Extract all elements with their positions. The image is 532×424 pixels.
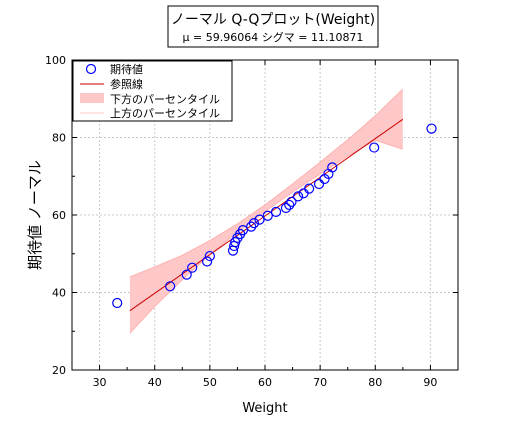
data-point [292,191,304,202]
data-point [280,202,292,214]
y-tick-label: 40 [52,287,66,300]
x-axis-label: Weight [242,401,287,416]
data-point [304,183,315,194]
data-point [187,262,198,273]
data-point [369,142,380,153]
data-point [202,256,213,267]
data-point [165,281,176,292]
x-tick-label: 80 [368,376,382,389]
legend-label-reference: 参照線 [110,77,143,91]
data-point [313,178,325,190]
data-point [237,225,249,236]
y-axis: 20 40 60 80 100 [45,54,458,377]
x-tick-label: 50 [203,376,217,389]
chart-title: ノーマル Q-Qプロット(Weight) [171,12,375,28]
data-point [327,162,338,173]
title-box: ノーマル Q-Qプロット(Weight) μ = 59.96064 シグマ = … [167,5,379,48]
data-point [426,123,437,134]
title-frame [167,5,379,48]
data-point [284,199,295,211]
legend-frame [72,60,233,122]
data-point [248,218,260,229]
chart-subtitle: μ = 59.96064 シグマ = 11.10871 [183,30,364,44]
y-tick-label: 100 [45,54,66,67]
legend-label-expected: 期待値 [110,62,143,76]
data-point [112,297,123,309]
x-tick-label: 30 [93,376,107,389]
data-point [286,196,297,207]
legend-label-lower: 下方のパーセンタイル [110,92,220,106]
data-point [204,250,215,262]
legend-swatch-lower [80,93,104,103]
y-tick-label: 60 [52,209,66,222]
data-point [246,221,257,232]
upper-percentile-line [129,88,404,278]
legend-label-upper: 上方のパーセンタイル [110,106,220,120]
reference-line-path [129,118,404,312]
y-tick-label: 80 [52,132,66,145]
data-points [112,123,437,309]
x-tick-label: 90 [423,376,437,389]
x-tick-label: 70 [313,376,327,389]
data-point [270,206,282,217]
reference-line [129,118,404,312]
data-point [181,269,192,280]
x-tick-label: 60 [258,376,272,389]
legend-marker-expected [85,63,97,75]
data-point [262,210,273,221]
data-point [254,214,265,225]
x-tick-label: 40 [148,376,162,389]
y-tick-label: 20 [52,364,66,377]
legend: 期待値 参照線 下方のパーセンタイル 上方のパーセンタイル [72,60,233,122]
y-axis-label: 期待値 ノーマル [26,160,44,270]
